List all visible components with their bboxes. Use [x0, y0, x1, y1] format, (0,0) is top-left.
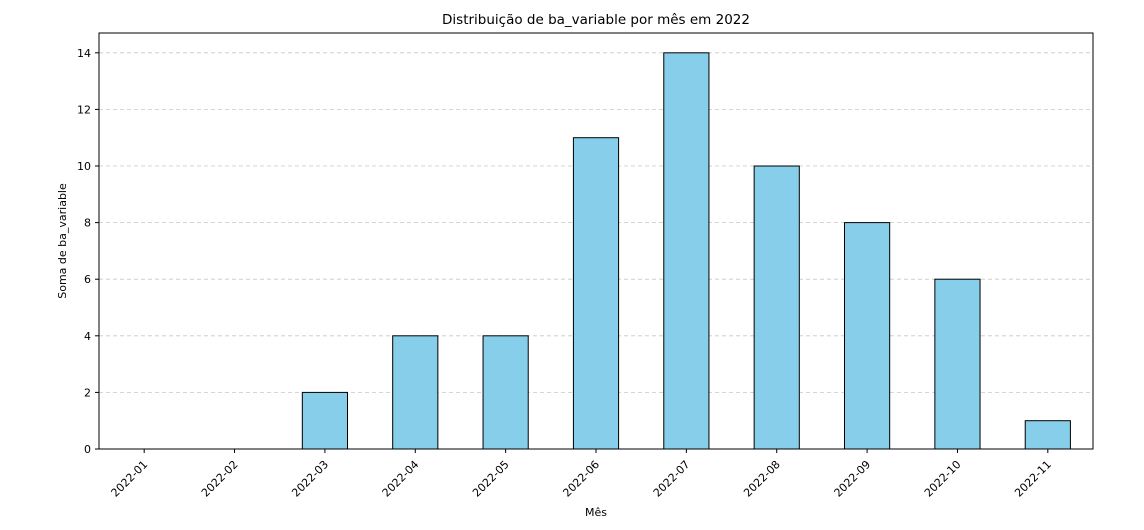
bar-2022-03	[301, 391, 348, 450]
bar-2022-09	[844, 222, 891, 450]
bars	[301, 52, 1071, 450]
x-axis-title: Mês	[585, 506, 607, 519]
bar-2022-10	[934, 278, 981, 450]
y-tick-label: 4	[84, 330, 91, 343]
x-tick-label: 2022-11	[1012, 458, 1054, 500]
bar-2022-11	[1024, 420, 1071, 450]
y-axis-ticks: 0 2 4 6 8 10 12 14	[77, 47, 99, 456]
x-tick-label: 2022-06	[560, 458, 602, 500]
x-axis-ticks: 2022-01 2022-02 2022-03 2022-04 2022-05 2022-…	[109, 449, 1054, 500]
bar-2022-08	[753, 165, 800, 450]
y-tick-label: 14	[77, 47, 91, 60]
y-axis-title: Soma de ba_variable	[56, 183, 69, 299]
x-tick-label: 2022-07	[651, 458, 693, 500]
x-tick-label: 2022-04	[380, 458, 422, 500]
bar-2022-07	[663, 52, 710, 450]
y-tick-label: 12	[77, 103, 91, 116]
x-tick-label: 2022-03	[289, 458, 331, 500]
x-tick-label: 2022-01	[109, 458, 151, 500]
chart-title: Distribuição de ba_variable por mês em 2…	[442, 12, 750, 28]
y-tick-label: 2	[84, 386, 91, 399]
bar-2022-06	[572, 137, 620, 450]
y-tick-label: 10	[77, 160, 91, 173]
y-tick-label: 0	[84, 443, 91, 456]
y-tick-label: 6	[84, 273, 91, 286]
bar-2022-05	[482, 335, 529, 450]
bar-2022-04	[392, 335, 439, 450]
y-tick-label: 8	[84, 217, 91, 230]
x-tick-label: 2022-10	[922, 458, 964, 500]
x-tick-label: 2022-08	[741, 458, 783, 500]
x-tick-label: 2022-02	[199, 458, 241, 500]
x-tick-label: 2022-09	[832, 458, 874, 500]
x-tick-label: 2022-05	[470, 458, 512, 500]
